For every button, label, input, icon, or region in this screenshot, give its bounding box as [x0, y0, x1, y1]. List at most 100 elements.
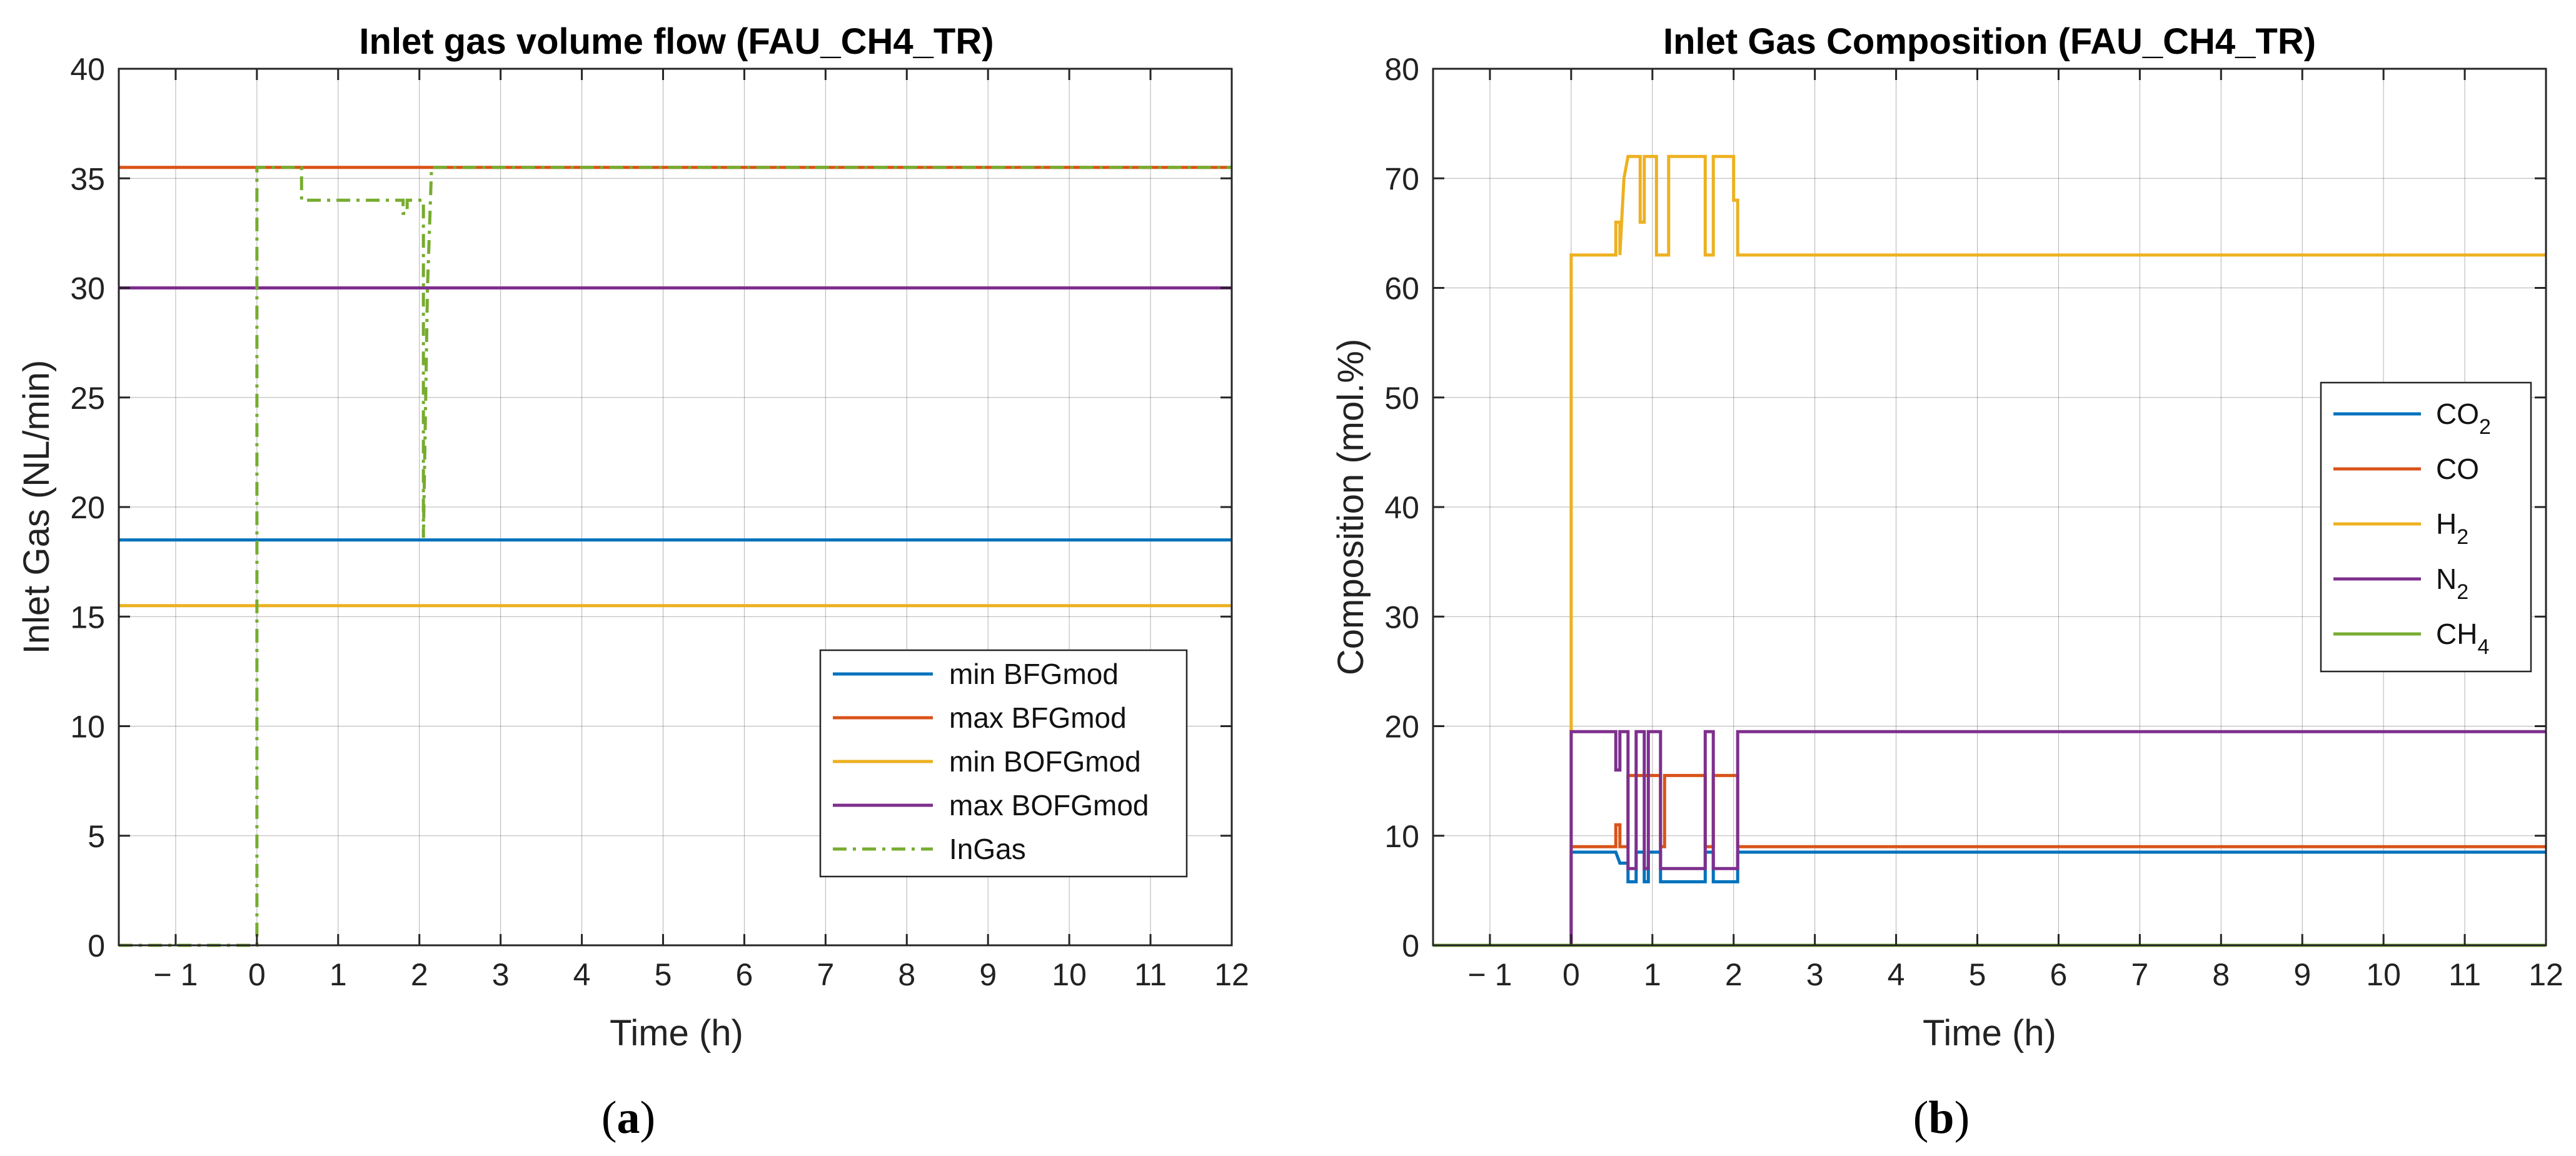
chart-a-legend-label-main-0: min BFGmod — [949, 658, 1119, 690]
chart-a-xtick-label-10: 9 — [979, 957, 997, 992]
chart-b-xtick-label-1: 0 — [1562, 957, 1580, 992]
chart-a-legend-label-2: min BOFGmod — [949, 745, 1141, 778]
chart-b-ytick-label-2: 20 — [1384, 710, 1419, 745]
chart-b-legend-label-4: CH4 — [2436, 618, 2489, 659]
chart-a-ytick-label-8: 40 — [70, 52, 105, 87]
chart-b-panel-label-open: ( — [1913, 1092, 1929, 1143]
chart-b-title: Inlet Gas Composition (FAU_CH4_TR) — [1663, 21, 2316, 62]
chart-b-ytick-label-8: 80 — [1384, 52, 1419, 87]
chart-b-series-2 — [1433, 154, 2546, 947]
chart-a-legend-label-4: InGas — [949, 833, 1026, 865]
chart-b-xtick-label-12: 11 — [2448, 957, 2481, 992]
chart-a-legend-label-main-4: InGas — [949, 833, 1026, 865]
chart-b-legend-label-main-2: H — [2436, 508, 2457, 540]
chart-a-legend-label-0: min BFGmod — [949, 658, 1119, 690]
chart-a-legend-label-main-2: min BOFGmod — [949, 745, 1141, 778]
chart-a-legend: min BFGmod max BFGmod min BOFGmod max BOFGm… — [819, 649, 1188, 878]
chart-b-legend-label-sub-0: 2 — [2479, 415, 2491, 439]
chart-panel-b: Inlet Gas Composition (FAU_CH4_TR) − 1 0 1… — [1331, 21, 2563, 1143]
chart-b-xtick-label-11: 10 — [2366, 957, 2401, 992]
chart-b-xtick-label-4: 3 — [1806, 957, 1824, 992]
chart-b-xtick-label-5: 4 — [1888, 957, 1905, 992]
chart-b-legend-label-main-1: CO — [2436, 453, 2479, 485]
chart-b-legend-label-main-3: N — [2436, 563, 2457, 595]
chart-b-legend-box — [2320, 381, 2532, 673]
chart-b-panel-label-letter: b — [1928, 1092, 1954, 1143]
chart-b-series-0 — [1433, 850, 2546, 947]
chart-b-xtick-label-9: 8 — [2212, 957, 2230, 992]
chart-b-xtick-label-8: 7 — [2131, 957, 2148, 992]
chart-b-xtick-label-10: 9 — [2293, 957, 2311, 992]
chart-b-ytick-label-7: 70 — [1384, 161, 1419, 196]
chart-b-xtick-label-6: 5 — [1969, 957, 1986, 992]
chart-a-ytick-label-2: 10 — [70, 710, 105, 745]
chart-b-xtick-label-13: 12 — [2528, 957, 2563, 992]
chart-b-legend-label-sub-4: 4 — [2477, 635, 2489, 659]
chart-a-legend-box — [819, 649, 1188, 878]
chart-b-series-1 — [1433, 773, 2546, 947]
chart-a-legend-label-main-3: max BOFGmod — [949, 789, 1149, 822]
chart-b-ytick-label-3: 30 — [1384, 600, 1419, 635]
chart-b-ytick-label-4: 40 — [1384, 490, 1419, 525]
chart-a-xtick-label-3: 2 — [411, 957, 428, 992]
chart-b-xtick-label-3: 2 — [1725, 957, 1743, 992]
chart-a-ytick-label-3: 15 — [70, 600, 105, 635]
chart-a-title: Inlet gas volume flow (FAU_CH4_TR) — [359, 21, 994, 62]
chart-a-y-axis-label: Inlet Gas (NL/min) — [16, 360, 57, 655]
chart-a-xtick-label-11: 10 — [1052, 957, 1087, 992]
chart-a-series-group — [119, 166, 1232, 947]
chart-a-panel-label-letter: a — [617, 1092, 640, 1143]
chart-a-xtick-label-7: 6 — [736, 957, 753, 992]
chart-b-xtick-label-2: 1 — [1644, 957, 1661, 992]
chart-a-xtick-label-6: 5 — [655, 957, 672, 992]
chart-a-ytick-label-6: 30 — [70, 271, 105, 306]
chart-b-legend-label-main-4: CH — [2436, 618, 2477, 650]
chart-b-y-axis-label: Composition (mol.%) — [1331, 339, 1371, 675]
chart-a-xtick-label-5: 4 — [573, 957, 591, 992]
chart-a-xtick-label-8: 7 — [817, 957, 834, 992]
chart-panel-a: Inlet gas volume flow (FAU_CH4_TR) − 1 0 1… — [16, 21, 1249, 1143]
chart-b-ytick-label-0: 0 — [1402, 928, 1419, 963]
chart-a-xtick-label-2: 1 — [330, 957, 347, 992]
chart-a-xtick-label-0: − 1 — [153, 957, 198, 992]
chart-b-xtick-label-0: − 1 — [1467, 957, 1512, 992]
chart-a-panel-label: (a) — [601, 1092, 655, 1143]
chart-a-panel-label-close: ) — [640, 1092, 656, 1143]
chart-b-x-axis-label: Time (h) — [1923, 1013, 2056, 1053]
chart-a-ytick-label-4: 20 — [70, 490, 105, 525]
chart-a-ytick-label-5: 25 — [70, 381, 105, 416]
chart-b-legend-label-main-0: CO — [2436, 398, 2479, 430]
chart-a-xtick-label-13: 12 — [1214, 957, 1249, 992]
chart-b-legend-label-2: H2 — [2436, 508, 2468, 549]
chart-b-ytick-label-1: 10 — [1384, 819, 1419, 854]
chart-a-legend-label-main-1: max BFGmod — [949, 701, 1127, 734]
chart-a-legend-items: min BFGmod max BFGmod min BOFGmod max BOFGm… — [833, 658, 1149, 865]
chart-a-legend-label-1: max BFGmod — [949, 701, 1127, 734]
chart-a-xtick-label-4: 3 — [492, 957, 510, 992]
chart-b-legend-label-0: CO2 — [2436, 398, 2491, 439]
chart-b-legend-label-3: N2 — [2436, 563, 2468, 604]
chart-b-legend-label-sub-2: 2 — [2457, 525, 2468, 549]
chart-a-ytick-label-7: 35 — [70, 161, 105, 196]
chart-a-ytick-label-1: 5 — [88, 819, 105, 854]
chart-a-xtick-label-9: 8 — [898, 957, 915, 992]
chart-a-x-axis-label: Time (h) — [610, 1013, 743, 1053]
chart-b-xtick-label-7: 6 — [2050, 957, 2068, 992]
chart-a-xtick-label-12: 11 — [1134, 957, 1167, 992]
chart-b-ytick-label-6: 60 — [1384, 271, 1419, 306]
chart-b-panel-label-close: ) — [1955, 1092, 1970, 1143]
chart-b-legend-label-sub-3: 2 — [2457, 580, 2468, 604]
chart-b-panel-label: (b) — [1913, 1092, 1970, 1143]
chart-a-legend-label-3: max BOFGmod — [949, 789, 1149, 822]
chart-a-ytick-label-0: 0 — [88, 928, 105, 963]
chart-b-series-3 — [1433, 730, 2546, 947]
chart-a-series-4 — [119, 166, 1232, 947]
chart-a-xtick-label-1: 0 — [248, 957, 266, 992]
chart-b-ytick-label-5: 50 — [1384, 381, 1419, 416]
chart-b-legend-label-1: CO — [2436, 453, 2479, 485]
